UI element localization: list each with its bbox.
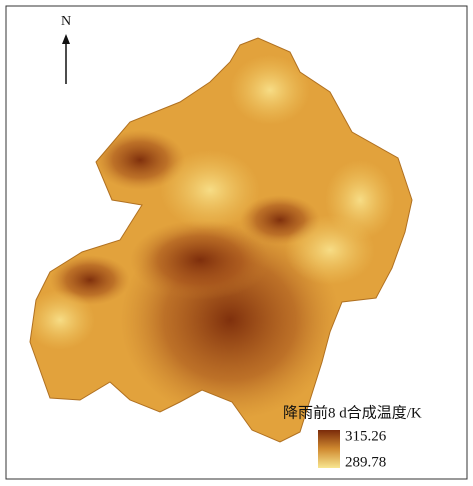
north-arrowhead	[62, 34, 70, 44]
north-label: N	[61, 14, 71, 29]
region-outline	[29, 37, 413, 443]
legend-colorbar	[318, 430, 340, 468]
legend-min: 289.78	[345, 454, 386, 470]
legend-title: 降雨前8 d合成温度/K	[283, 404, 422, 421]
legend-max: 315.26	[345, 428, 387, 444]
frame	[5, 5, 468, 480]
